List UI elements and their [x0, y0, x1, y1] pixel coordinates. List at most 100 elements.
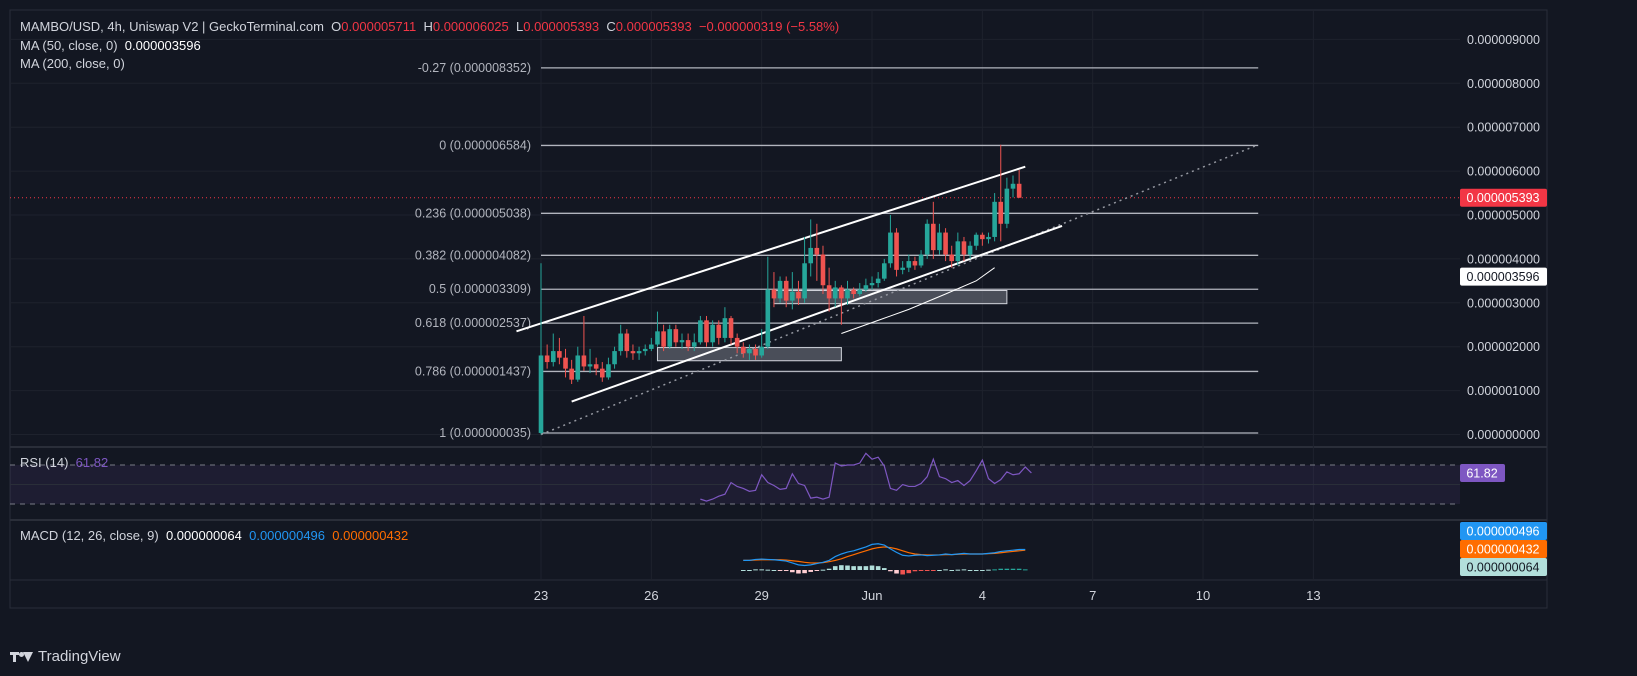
badge-label: 0.000000064: [1467, 561, 1540, 575]
macd-histogram-bar: [894, 570, 899, 574]
tradingview-logo-icon: [10, 650, 33, 664]
macd-histogram-bar: [771, 570, 777, 571]
open-label: O: [331, 19, 342, 34]
macd-histogram-bar: [1004, 568, 1010, 570]
candle-body: [569, 368, 574, 380]
price-tick-label: 0.000006000: [1467, 165, 1540, 179]
candle: [943, 228, 948, 262]
brand-label: TradingView: [38, 648, 121, 665]
candle-body: [949, 254, 955, 262]
candle-body: [710, 324, 715, 343]
macd-histogram-bar: [759, 569, 764, 571]
candle: [569, 359, 574, 385]
candle-body: [544, 355, 550, 363]
price-tick-label: 0.000001000: [1467, 384, 1540, 398]
low-label: L: [516, 19, 524, 34]
candle-body: [606, 364, 611, 378]
candle-body: [832, 287, 838, 299]
candle: [863, 278, 869, 292]
macd-histogram-bar: [961, 569, 967, 571]
candle: [998, 144, 1004, 242]
fib-level-label: 0.5 (0.000003309): [429, 282, 531, 296]
candle-body: [557, 351, 562, 358]
ma50-value: 0.000003596: [124, 38, 201, 53]
candle: [802, 236, 807, 303]
macd-legend[interactable]: MACD (12, 26, close, 9) 0.000000064 0.00…: [20, 527, 408, 545]
macd-histogram-bar: [992, 569, 997, 571]
candle: [992, 193, 997, 242]
candle-body: [783, 280, 789, 301]
candle: [967, 241, 973, 259]
fib-level-label: 1 (0.000000035): [439, 426, 531, 440]
candle-body: [655, 331, 660, 345]
badge-label: 0.000000496: [1467, 525, 1540, 539]
macd-histogram-bar: [863, 566, 869, 570]
macd-histogram-bar: [839, 565, 844, 570]
macd-histogram-bar: [857, 566, 863, 570]
candle-body: [857, 289, 863, 295]
candle-body: [722, 318, 728, 338]
candle: [900, 261, 905, 275]
candle: [857, 283, 863, 297]
macd-histogram-bar: [796, 570, 801, 574]
candle: [851, 287, 856, 299]
candle-body: [600, 368, 605, 378]
price-tick-label: 0.000005000: [1467, 209, 1540, 223]
candle-body: [649, 344, 654, 349]
candle: [661, 324, 666, 352]
candle: [575, 346, 581, 382]
badge-bg: [1460, 463, 1505, 482]
macd-histogram-bar: [845, 565, 850, 570]
badge-label: 61.82: [1466, 466, 1497, 480]
macd-histogram-bar: [998, 568, 1004, 570]
price-tick-label: 0.000002000: [1467, 340, 1540, 354]
macd-histogram-bar: [740, 570, 746, 571]
ma50-legend[interactable]: MA (50, close, 0) 0.000003596: [20, 37, 201, 55]
candle: [716, 320, 722, 345]
candle: [600, 362, 605, 382]
candle-body: [906, 261, 912, 268]
rsi-legend[interactable]: RSI (14) 61.82: [20, 454, 108, 472]
chart-frame: [9, 9, 1548, 609]
candle: [606, 357, 611, 380]
macd-histogram-bar: [888, 570, 893, 572]
macd-histogram-bar: [814, 570, 820, 571]
candle-body: [820, 254, 826, 286]
macd-histogram-bar: [826, 568, 832, 570]
candle-body: [630, 351, 636, 354]
candle: [839, 285, 844, 325]
close-value: 0.000005393: [615, 19, 692, 34]
candle-body: [980, 234, 985, 240]
candle-body: [869, 283, 875, 286]
macd-line-badge: 0.000000064: [1460, 558, 1547, 576]
macd-hist-value: 0.000000432: [332, 528, 409, 543]
candle-body: [967, 245, 973, 255]
candle-body: [973, 234, 979, 246]
high-value: 0.000006025: [432, 19, 509, 34]
candle-body: [986, 236, 991, 240]
candle-body: [661, 331, 666, 347]
candle: [765, 256, 771, 349]
candle: [906, 254, 912, 273]
price-tick-label: 0.000000000: [1467, 428, 1540, 442]
candle-body: [790, 291, 795, 301]
tradingview-branding[interactable]: TradingView: [10, 648, 121, 665]
macd-histogram-bar: [1016, 568, 1022, 570]
candle: [796, 280, 801, 305]
macd-histogram-bar: [955, 569, 961, 571]
fib-level-label: 0 (0.000006584): [439, 138, 531, 152]
high-label: H: [423, 19, 433, 34]
candle-body: [587, 364, 593, 367]
candle: [636, 346, 642, 360]
macd-histogram-bar: [912, 570, 918, 572]
candle: [587, 348, 593, 374]
candle: [1016, 170, 1022, 198]
candle: [759, 329, 764, 358]
candle-body: [992, 201, 997, 237]
symbol-title[interactable]: MAMBO/USD, 4h, Uniswap V2 | GeckoTermina…: [20, 19, 324, 34]
candle: [734, 333, 740, 354]
macd-histogram-bar: [753, 569, 758, 571]
candle: [845, 280, 850, 305]
ma200-legend[interactable]: MA (200, close, 0): [20, 55, 125, 73]
